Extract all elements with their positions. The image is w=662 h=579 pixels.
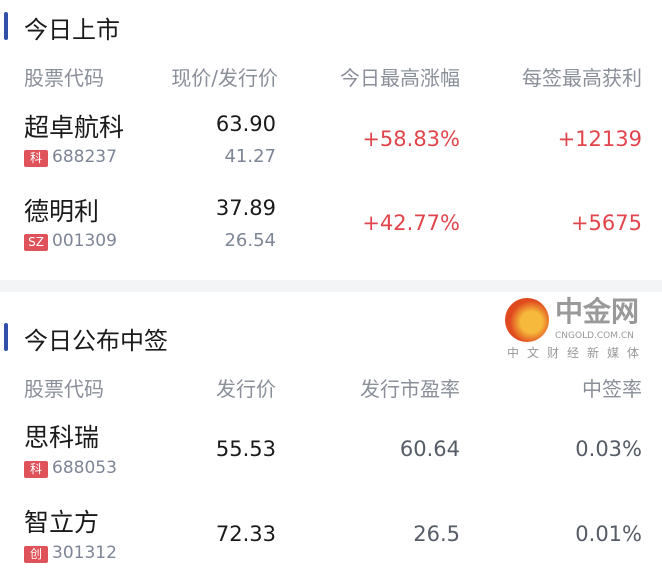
watermark-logo: 中金网 CNGOLD.COM.CN 中文财经新媒体	[505, 296, 655, 366]
stock-code: 001309	[52, 231, 117, 251]
market-badge: 科	[24, 150, 48, 167]
winning-rate: 0.01%	[575, 522, 642, 546]
header-issue-price: 发行价	[216, 377, 276, 401]
stock-code: 688053	[52, 458, 117, 478]
market-badge: 科	[24, 461, 48, 478]
stock-name: 超卓航科	[24, 113, 125, 142]
section-accent-bar	[4, 12, 8, 40]
watermark-slogan: 中文财经新媒体	[507, 346, 648, 360]
section-title-lottery-today: 今日公布中签	[24, 327, 168, 355]
logo-icon	[505, 298, 549, 342]
stock-name: 思科瑞	[24, 423, 100, 452]
header-code: 股票代码	[24, 66, 104, 90]
issue-price: 41.27	[224, 146, 276, 167]
pe-ratio: 26.5	[413, 522, 460, 546]
max-profit: +5675	[570, 211, 642, 235]
max-gain: +58.83%	[362, 127, 460, 151]
winning-rate: 0.03%	[575, 437, 642, 461]
watermark-brand: 中金网	[555, 295, 640, 328]
current-price: 37.89	[215, 196, 276, 220]
issue-price: 72.33	[215, 522, 276, 546]
market-badge: SZ	[24, 234, 48, 251]
section-title-listed-today: 今日上市	[24, 16, 120, 44]
stock-code: 688237	[52, 147, 117, 167]
issue-price: 26.54	[224, 230, 276, 251]
section-divider	[0, 280, 662, 292]
max-profit: +12139	[557, 127, 642, 151]
section-accent-bar	[4, 323, 8, 351]
stock-code: 301312	[52, 543, 117, 563]
header-code: 股票代码	[24, 377, 104, 401]
pe-ratio: 60.64	[399, 437, 460, 461]
header-max-gain: 今日最高涨幅	[340, 66, 460, 90]
watermark-domain: CNGOLD.COM.CN	[555, 331, 634, 341]
stock-name: 智立方	[24, 508, 100, 537]
current-price: 63.90	[215, 112, 276, 136]
header-max-profit: 每签最高获利	[522, 66, 642, 90]
stock-name: 德明利	[24, 197, 100, 226]
header-pe: 发行市盈率	[360, 377, 460, 401]
header-price: 现价/发行价	[171, 66, 278, 90]
header-rate: 中签率	[582, 377, 642, 401]
max-gain: +42.77%	[362, 211, 460, 235]
issue-price: 55.53	[215, 437, 276, 461]
market-badge: 创	[24, 546, 48, 563]
